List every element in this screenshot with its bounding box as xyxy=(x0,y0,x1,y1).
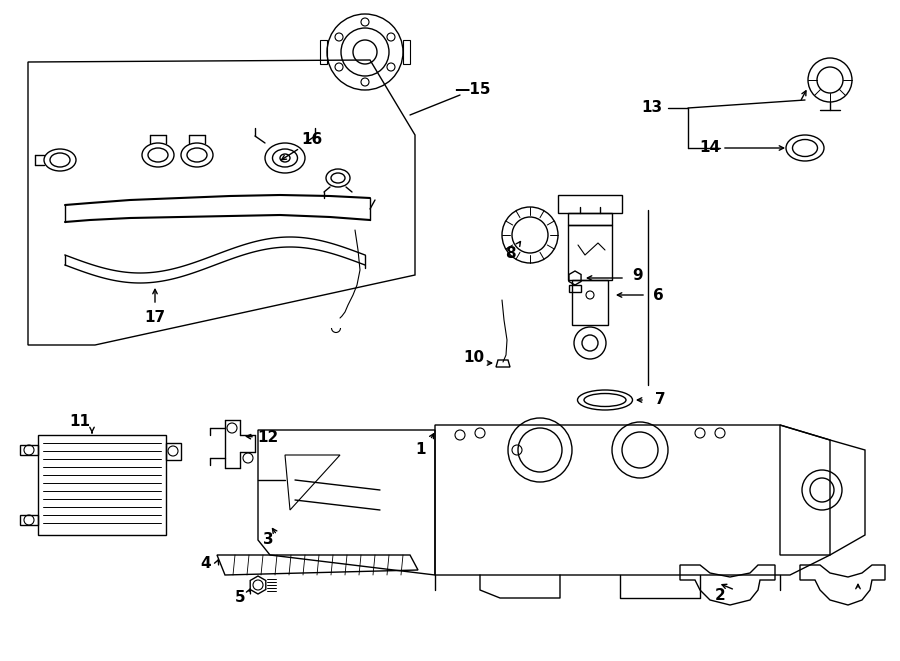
Text: 16: 16 xyxy=(302,132,322,147)
Text: 3: 3 xyxy=(263,533,274,547)
Text: 7: 7 xyxy=(654,393,665,407)
Text: 12: 12 xyxy=(257,430,279,444)
Text: 4: 4 xyxy=(201,555,212,570)
Text: 1: 1 xyxy=(416,442,427,457)
Text: 11: 11 xyxy=(69,414,91,430)
Text: 14: 14 xyxy=(699,139,721,155)
Text: 13: 13 xyxy=(642,100,662,116)
Text: 9: 9 xyxy=(633,268,643,282)
Text: 17: 17 xyxy=(144,311,166,325)
Text: 8: 8 xyxy=(505,245,516,260)
Text: 5: 5 xyxy=(235,590,246,605)
Text: 6: 6 xyxy=(652,288,663,303)
Text: 10: 10 xyxy=(464,350,484,366)
Text: —15: —15 xyxy=(454,83,491,98)
Text: 2: 2 xyxy=(715,588,725,602)
